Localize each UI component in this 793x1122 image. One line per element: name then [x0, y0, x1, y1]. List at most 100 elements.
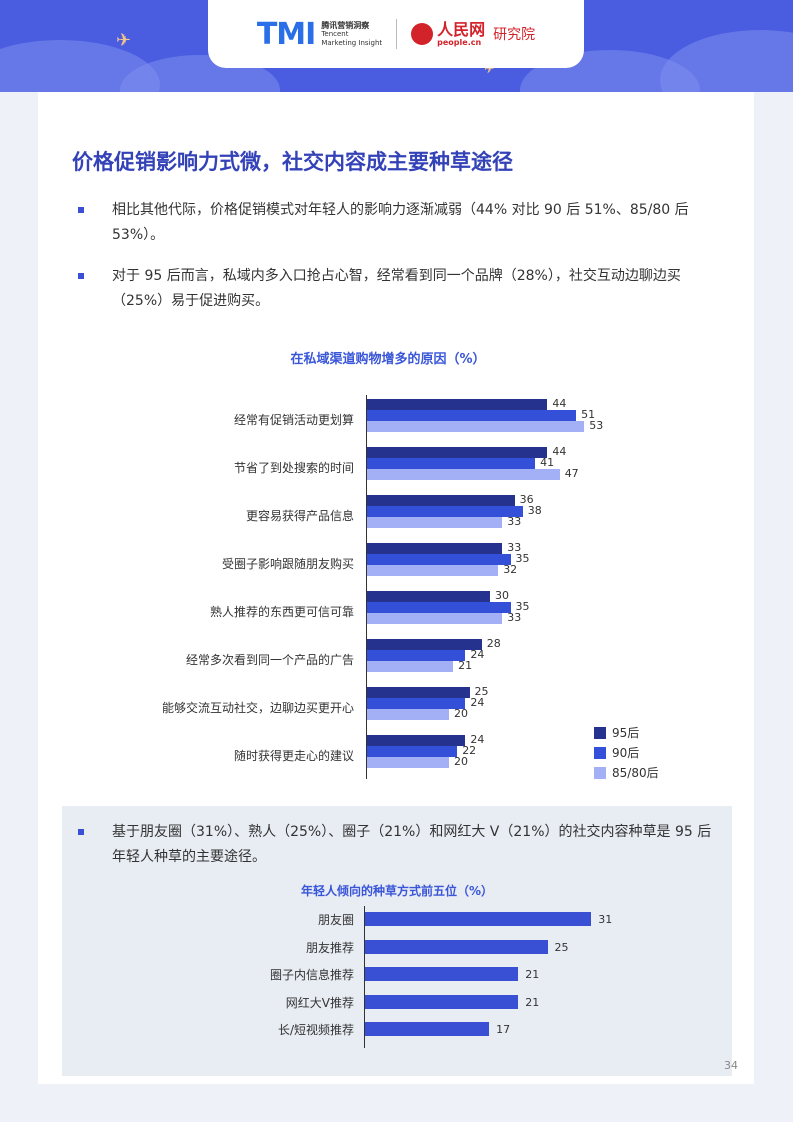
logo-divider — [396, 19, 398, 49]
bar-8580 — [367, 757, 449, 768]
data-label: 20 — [454, 707, 468, 720]
category-label: 受圈子影响跟随朋友购买 — [221, 557, 354, 571]
bar-90 — [367, 602, 511, 613]
tmi-en-line1: Tencent — [321, 29, 349, 38]
bar-8580 — [367, 421, 585, 432]
bar-8580 — [367, 469, 560, 480]
bar — [365, 967, 519, 981]
data-label: 44 — [552, 397, 567, 410]
bar-90 — [367, 746, 458, 757]
page-number: 34 — [724, 1059, 738, 1072]
bar-95 — [367, 543, 503, 554]
category-label: 熟人推荐的东西更可信可靠 — [209, 605, 354, 619]
data-label: 25 — [474, 685, 489, 698]
tmi-cn-name: 腾讯营销洞察 — [321, 20, 370, 30]
data-label: 30 — [495, 589, 509, 602]
data-label: 33 — [507, 611, 522, 624]
data-label: 25 — [554, 940, 569, 954]
data-label: 35 — [515, 600, 530, 613]
bar-95 — [367, 639, 482, 650]
bar-90 — [367, 410, 577, 421]
data-label: 21 — [525, 968, 540, 981]
data-label: 17 — [496, 1023, 511, 1036]
highlight-box: 基于朋友圈（31%）、熟人（25%）、圈子（21%）和网红大 V（21%）的社交… — [62, 806, 732, 1076]
data-label: 20 — [454, 755, 468, 768]
category-label: 更容易获得产品信息 — [245, 509, 354, 523]
bar-90 — [367, 458, 536, 469]
legend-swatch — [594, 726, 606, 739]
bar-8580 — [367, 661, 454, 672]
bar-8580 — [367, 565, 499, 576]
bar-95 — [367, 399, 548, 410]
data-label: 21 — [525, 995, 540, 1009]
bird-icon: ✈ — [484, 62, 495, 76]
legend-swatch — [594, 766, 606, 779]
data-label: 47 — [564, 467, 579, 480]
bar — [365, 939, 548, 954]
category-label: 朋友圈 — [317, 913, 354, 927]
people-daily-logo: 人民网 people.cn 研究院 — [411, 19, 536, 47]
chart2-title: 年轻人倾向的种草方式前五位（%） — [300, 884, 494, 898]
category-label: 能够交流互动社交，边聊边买更开心 — [161, 701, 354, 715]
data-label: 51 — [581, 408, 596, 421]
tmi-logo: TMI 腾讯营销洞察 Tencent Marketing Insight — [257, 17, 382, 52]
bullet-point: 基于朋友圈（31%）、熟人（25%）、圈子（21%）和网红大 V（21%）的社交… — [78, 820, 718, 870]
tmi-en-line2: Marketing Insight — [321, 38, 383, 47]
bar-90 — [367, 650, 466, 661]
data-label: 41 — [540, 456, 555, 469]
category-label: 节省了到处搜索的时间 — [233, 461, 354, 475]
people-daily-institute: 研究院 — [493, 27, 536, 43]
bar — [365, 912, 592, 926]
chart2-axis — [364, 906, 365, 1048]
data-label: 21 — [458, 659, 473, 672]
bar — [365, 1022, 490, 1036]
data-label: 28 — [486, 637, 501, 650]
data-label: 35 — [515, 552, 530, 565]
bar-95 — [367, 495, 515, 506]
data-label: 44 — [552, 445, 567, 458]
data-label: 32 — [503, 563, 518, 576]
logo-card: TMI 腾讯营销洞察 Tencent Marketing Insight 人民网… — [208, 0, 584, 68]
data-label: 31 — [598, 913, 613, 926]
bar-95 — [367, 447, 548, 458]
legend-swatch — [594, 746, 606, 759]
data-label: 24 — [470, 696, 485, 709]
bird-icon: ✈ — [116, 30, 132, 51]
legend-item-8580: 85/80后 — [594, 764, 659, 781]
people-daily-name: 人民网 — [437, 19, 486, 39]
bar-95 — [367, 591, 490, 602]
page-content: 价格促销影响力式微，社交内容成主要种草途径 相比其他代际，价格促销模式对年轻人的… — [38, 92, 754, 1084]
category-label: 长/短视频推荐 — [277, 1023, 354, 1037]
data-label: 53 — [589, 419, 604, 432]
category-label: 圈子内信息推荐 — [269, 968, 354, 982]
tmi-wordmark: TMI — [256, 16, 316, 52]
data-label: 24 — [470, 648, 485, 661]
people-daily-mark-icon — [411, 23, 434, 45]
legend-item-90: 90后 — [594, 744, 639, 761]
header-banner: ✈ ✈ TMI 腾讯营销洞察 Tencent Marketing Insight… — [0, 0, 793, 92]
category-label: 随时获得更走心的建议 — [233, 749, 354, 763]
category-label: 网红大V推荐 — [285, 995, 354, 1010]
bar — [365, 994, 519, 1009]
data-label: 36 — [519, 493, 534, 506]
bar-90 — [367, 554, 511, 565]
category-label: 朋友推荐 — [305, 940, 354, 955]
bar-8580 — [367, 709, 449, 720]
legend-item-95: 95后 — [594, 724, 639, 741]
chart1-axis — [366, 395, 367, 779]
category-label: 经常有促销活动更划算 — [233, 413, 354, 427]
category-label: 经常多次看到同一个产品的广告 — [185, 653, 354, 667]
people-daily-url: people.cn — [437, 37, 482, 47]
bar-90 — [367, 506, 523, 517]
bar-95 — [367, 687, 470, 698]
page-title: 价格促销影响力式微，社交内容成主要种草途径 — [72, 150, 513, 174]
bar-95 — [367, 735, 466, 746]
bullet-point: 对于 95 后而言，私域内多入口抢占心智，经常看到同一个品牌（28%），社交互动… — [78, 264, 728, 314]
data-label: 33 — [507, 515, 522, 528]
data-label: 24 — [470, 733, 485, 746]
bullet-point: 相比其他代际，价格促销模式对年轻人的影响力逐渐减弱（44% 对比 90 后 51… — [78, 198, 728, 248]
data-label: 38 — [527, 504, 542, 517]
chart1-title: 在私域渠道购物增多的原因（%） — [290, 352, 486, 367]
bar-90 — [367, 698, 466, 709]
cloud-decoration — [660, 30, 793, 92]
